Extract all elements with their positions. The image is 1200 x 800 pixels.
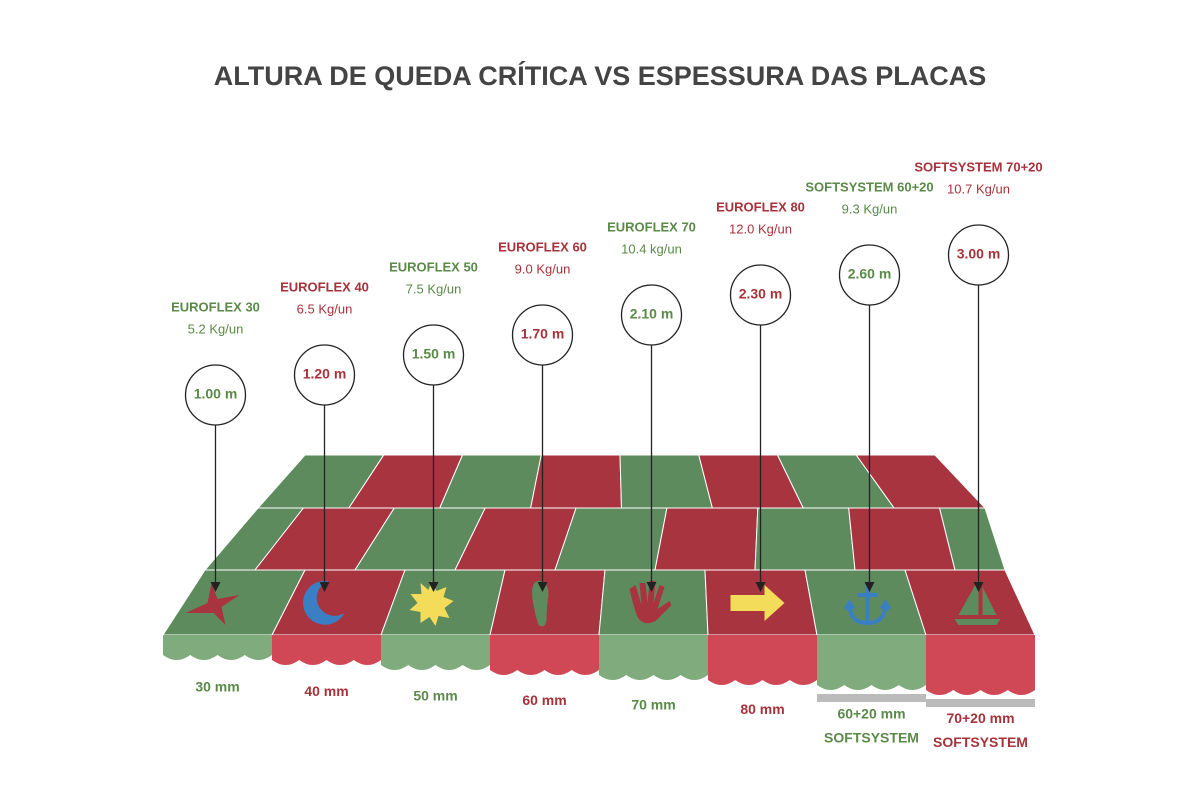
thickness-label: SOFTSYSTEM <box>933 734 1028 750</box>
height-label: 2.60 m <box>848 266 892 282</box>
floor-tile <box>530 454 623 509</box>
thickness-label: 50 mm <box>413 688 457 704</box>
height-label: 1.70 m <box>521 326 565 342</box>
height-label: 1.20 m <box>303 366 347 382</box>
product-weight: 12.0 Kg/un <box>729 221 792 236</box>
tile-edge <box>163 635 272 660</box>
title: ALTURA DE QUEDA CRÍTICA VS ESPESSURA DAS… <box>214 60 987 91</box>
arrow-head <box>755 582 766 592</box>
product-weight: 6.5 Kg/un <box>297 301 353 316</box>
product-name: SOFTSYSTEM 70+20 <box>914 159 1042 174</box>
thickness-label: SOFTSYSTEM <box>824 730 919 746</box>
tile-edge <box>599 635 708 680</box>
product-weight: 10.4 kg/un <box>621 241 682 256</box>
height-label: 2.30 m <box>739 286 783 302</box>
tile-icon <box>954 579 1001 625</box>
product-name: SOFTSYSTEM 60+20 <box>805 179 933 194</box>
height-label: 1.50 m <box>412 346 456 362</box>
tile-icon <box>185 583 240 625</box>
tile-icon <box>303 580 345 625</box>
height-circle <box>620 284 683 346</box>
thickness-label: 70 mm <box>631 697 675 713</box>
tile-edge <box>490 635 599 675</box>
product-name: EUROFLEX 40 <box>280 279 369 294</box>
height-circle <box>293 344 356 406</box>
thickness-label: 70+20 mm <box>946 710 1014 726</box>
thickness-label: 60+20 mm <box>837 706 905 722</box>
tile-icon <box>532 581 549 627</box>
tile-edge <box>926 635 1035 695</box>
floor-tile <box>848 507 956 571</box>
tile-edge <box>817 635 926 690</box>
product-name: EUROFLEX 80 <box>716 199 805 214</box>
product-name: EUROFLEX 30 <box>171 299 260 314</box>
product-weight: 9.0 Kg/un <box>515 261 571 276</box>
floor-tile <box>654 507 759 571</box>
floor-tile <box>754 507 856 571</box>
height-label: 3.00 m <box>957 246 1001 262</box>
height-circle <box>511 304 574 366</box>
height-label: 1.00 m <box>194 386 238 402</box>
tile-icon <box>843 585 892 626</box>
base-layer <box>817 694 926 702</box>
product-weight: 7.5 Kg/un <box>406 281 462 296</box>
arrow-head <box>864 582 875 592</box>
arrow-head <box>646 582 657 592</box>
thickness-label: 30 mm <box>195 679 239 695</box>
tile-icon <box>730 585 785 621</box>
tile-icon <box>629 581 672 624</box>
height-circle <box>184 364 247 426</box>
product-weight: 9.3 Kg/un <box>842 201 898 216</box>
thickness-label: 40 mm <box>304 683 348 699</box>
height-circle <box>838 244 901 306</box>
arrow-head <box>537 582 548 592</box>
tile-edge <box>272 635 381 665</box>
thickness-label: 60 mm <box>522 692 566 708</box>
height-circle <box>947 224 1010 286</box>
floor-tile <box>619 454 714 509</box>
arrow-head <box>210 582 221 592</box>
thickness-label: 80 mm <box>740 701 784 717</box>
arrow-head <box>319 582 330 592</box>
height-circle <box>402 324 465 386</box>
product-name: EUROFLEX 70 <box>607 219 696 234</box>
height-circle <box>729 264 792 326</box>
product-weight: 5.2 Kg/un <box>188 321 244 336</box>
arrow-head <box>973 582 984 592</box>
product-name: EUROFLEX 60 <box>498 239 587 254</box>
tile-edge <box>381 635 490 670</box>
tile-edge <box>708 635 817 685</box>
tile-icon <box>409 581 454 626</box>
height-label: 2.10 m <box>630 306 674 322</box>
base-layer <box>926 699 1035 707</box>
product-weight: 10.7 Kg/un <box>947 181 1010 196</box>
product-name: EUROFLEX 50 <box>389 259 478 274</box>
arrow-head <box>428 582 439 592</box>
